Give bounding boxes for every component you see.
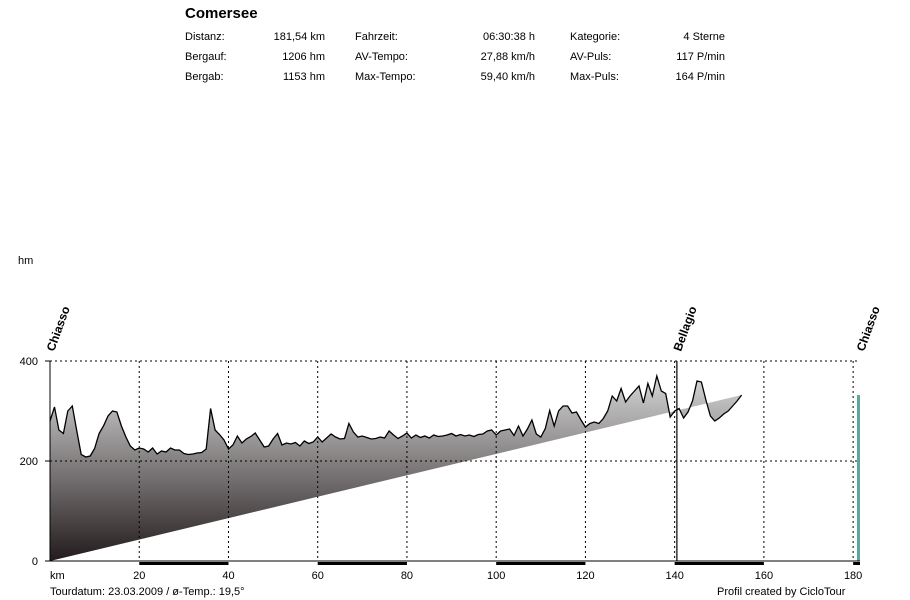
descent-value: 1153 hm: [283, 71, 325, 83]
x-tick-label: 140: [665, 570, 683, 582]
x-tick-label: 160: [755, 570, 773, 582]
avg-speed-value: 27,88 km/h: [480, 51, 535, 63]
max-speed-value: 59,40 km/h: [480, 71, 535, 83]
x-tick-label: 100: [487, 570, 505, 582]
distance-scale-segment: [674, 562, 764, 565]
y-tick-label: 200: [20, 456, 38, 468]
tour-title: Comersee: [185, 5, 258, 22]
distance-value: 181,54 km: [273, 31, 325, 43]
ascent-value: 1206 hm: [282, 51, 325, 63]
distance-scale-segment: [496, 562, 586, 565]
descent-label: Bergab:: [185, 71, 224, 83]
x-tick-label: 80: [401, 570, 413, 582]
x-tick-label: 120: [576, 570, 594, 582]
max-pulse-label: Max-Puls:: [570, 71, 619, 83]
avg-pulse-value: 117 P/min: [676, 51, 725, 63]
distance-scale-segment: [853, 562, 860, 565]
elevation-line: [49, 373, 743, 458]
elevation-area: [50, 376, 742, 561]
credit-text: Profil created by CicloTour: [717, 586, 846, 598]
max-speed-label: Max-Tempo:: [355, 71, 416, 83]
ride-time-value: 06:30:38 h: [483, 31, 535, 43]
avg-pulse-label: AV-Puls:: [570, 51, 612, 63]
ascent-label: Bergauf:: [185, 51, 227, 63]
waypoint-label: Chiasso: [44, 304, 73, 353]
x-tick-label: 40: [222, 570, 234, 582]
distance-scale-segment: [139, 562, 229, 565]
x-tick-label: 20: [133, 570, 145, 582]
avg-speed-label: AV-Tempo:: [355, 51, 408, 63]
x-axis-label: km: [50, 570, 65, 582]
distance-scale-segment: [317, 562, 407, 565]
x-tick-label: 180: [844, 570, 862, 582]
max-pulse-value: 164 P/min: [675, 71, 725, 83]
profile-end-band: [857, 395, 860, 561]
y-tick-label: 0: [32, 556, 38, 568]
tour-date-temperature: Tourdatum: 23.03.2009 / ø-Temp.: 19,5°: [50, 586, 245, 598]
y-axis-label: hm: [18, 255, 33, 267]
x-tick-label: 60: [312, 570, 324, 582]
waypoint-label: Chiasso: [854, 304, 883, 353]
waypoint-label: Bellagio: [671, 304, 700, 353]
category-value: 4 Sterne: [683, 31, 725, 43]
ride-time-label: Fahrzeit:: [355, 31, 398, 43]
category-label: Kategorie:: [570, 31, 621, 43]
y-tick-label: 400: [20, 356, 38, 368]
distance-label: Distanz:: [185, 31, 225, 43]
